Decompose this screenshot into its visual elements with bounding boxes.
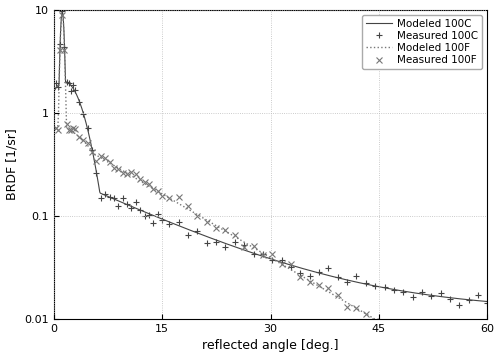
Y-axis label: BRDF [1/sr]: BRDF [1/sr] bbox=[6, 129, 18, 200]
Modeled 100F bbox=[314, 283, 320, 287]
Modeled 100F bbox=[424, 348, 430, 352]
Measured 100F bbox=[120, 170, 126, 175]
Measured 100C bbox=[484, 301, 490, 305]
Measured 100F bbox=[410, 342, 416, 346]
Modeled 100C bbox=[78, 103, 84, 107]
Modeled 100F bbox=[380, 322, 386, 326]
Line: Measured 100C: Measured 100C bbox=[53, 8, 490, 308]
X-axis label: reflected angle [deg.]: reflected angle [deg.] bbox=[202, 339, 339, 352]
Modeled 100F bbox=[328, 291, 334, 295]
Measured 100C bbox=[456, 303, 462, 307]
Modeled 100F bbox=[78, 136, 84, 140]
Modeled 100C bbox=[303, 267, 309, 272]
Measured 100C bbox=[102, 192, 108, 196]
Line: Measured 100F: Measured 100F bbox=[53, 13, 490, 358]
Legend: Modeled 100C, Measured 100C, Modeled 100F, Measured 100F: Modeled 100C, Measured 100C, Modeled 100… bbox=[362, 15, 482, 69]
Measured 100F bbox=[53, 126, 59, 131]
Modeled 100C bbox=[328, 274, 334, 278]
Measured 100F bbox=[154, 189, 160, 194]
Measured 100C bbox=[60, 9, 66, 13]
Measured 100C bbox=[154, 212, 160, 216]
Measured 100F bbox=[204, 219, 210, 224]
Modeled 100C bbox=[424, 293, 430, 297]
Modeled 100C bbox=[50, 90, 56, 94]
Measured 100C bbox=[53, 81, 59, 85]
Measured 100C bbox=[410, 295, 416, 299]
Modeled 100C bbox=[380, 285, 386, 290]
Modeled 100F bbox=[303, 276, 309, 281]
Modeled 100C bbox=[314, 270, 320, 275]
Measured 100C bbox=[466, 298, 471, 302]
Line: Modeled 100C: Modeled 100C bbox=[54, 12, 488, 301]
Modeled 100C bbox=[484, 299, 490, 304]
Modeled 100F bbox=[60, 12, 66, 16]
Measured 100C bbox=[120, 195, 126, 200]
Measured 100C bbox=[204, 241, 210, 245]
Measured 100F bbox=[60, 13, 66, 18]
Measured 100F bbox=[102, 155, 108, 160]
Modeled 100C bbox=[60, 10, 66, 14]
Modeled 100F bbox=[50, 124, 56, 128]
Line: Modeled 100F: Modeled 100F bbox=[54, 14, 488, 358]
